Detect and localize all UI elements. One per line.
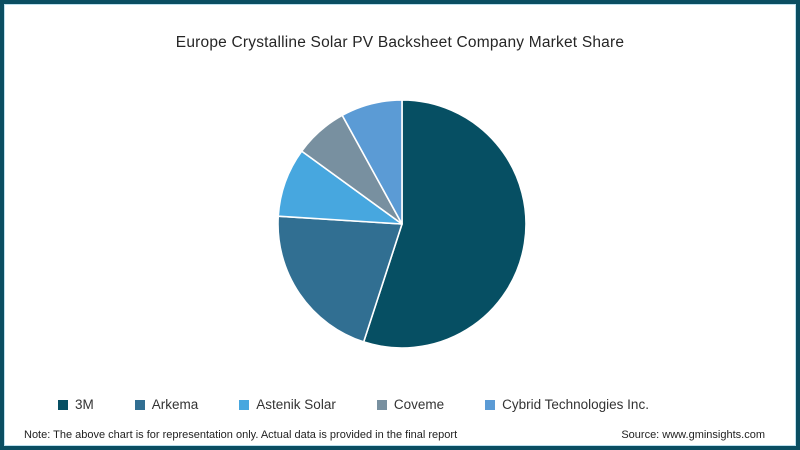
legend-label: 3M: [75, 397, 94, 412]
legend-item-coveme[interactable]: Coveme: [376, 397, 445, 412]
legend-item-cybrid-technologies-inc[interactable]: Cybrid Technologies Inc.: [485, 397, 649, 412]
pie-chart: [277, 99, 527, 349]
footnote: Note: The above chart is for representat…: [24, 429, 458, 441]
chart-canvas: Europe Crystalline Solar PV Backsheet Co…: [4, 4, 796, 446]
chart-title: Europe Crystalline Solar PV Backsheet Co…: [175, 34, 625, 51]
source-credit: Source: www.gminsights.com: [621, 429, 765, 441]
legend-label: Coveme: [393, 397, 445, 412]
legend-swatch-icon: [376, 399, 387, 410]
pie-slice-cybrid-technologies-inc[interactable]: [341, 99, 403, 225]
legend-label: Cybrid Technologies Inc.: [502, 397, 649, 412]
legend-label: Astenik Solar: [256, 397, 336, 412]
legend-item-arkema[interactable]: Arkema: [134, 397, 199, 412]
pie-slice-arkema[interactable]: [277, 215, 403, 343]
legend-label: Arkema: [151, 397, 199, 412]
legend-swatch-icon: [134, 399, 145, 410]
pie-slice-3m[interactable]: [362, 99, 527, 349]
legend-swatch-icon: [58, 399, 68, 410]
legend-item-astenik-solar[interactable]: Astenik Solar: [239, 397, 336, 412]
legend-item-3m[interactable]: 3M: [58, 397, 94, 412]
legend: 3M Arkema Astenik Solar Coveme Cybrid Techno…: [58, 397, 649, 412]
legend-swatch-icon: [239, 399, 250, 410]
legend-swatch-icon: [485, 399, 496, 410]
